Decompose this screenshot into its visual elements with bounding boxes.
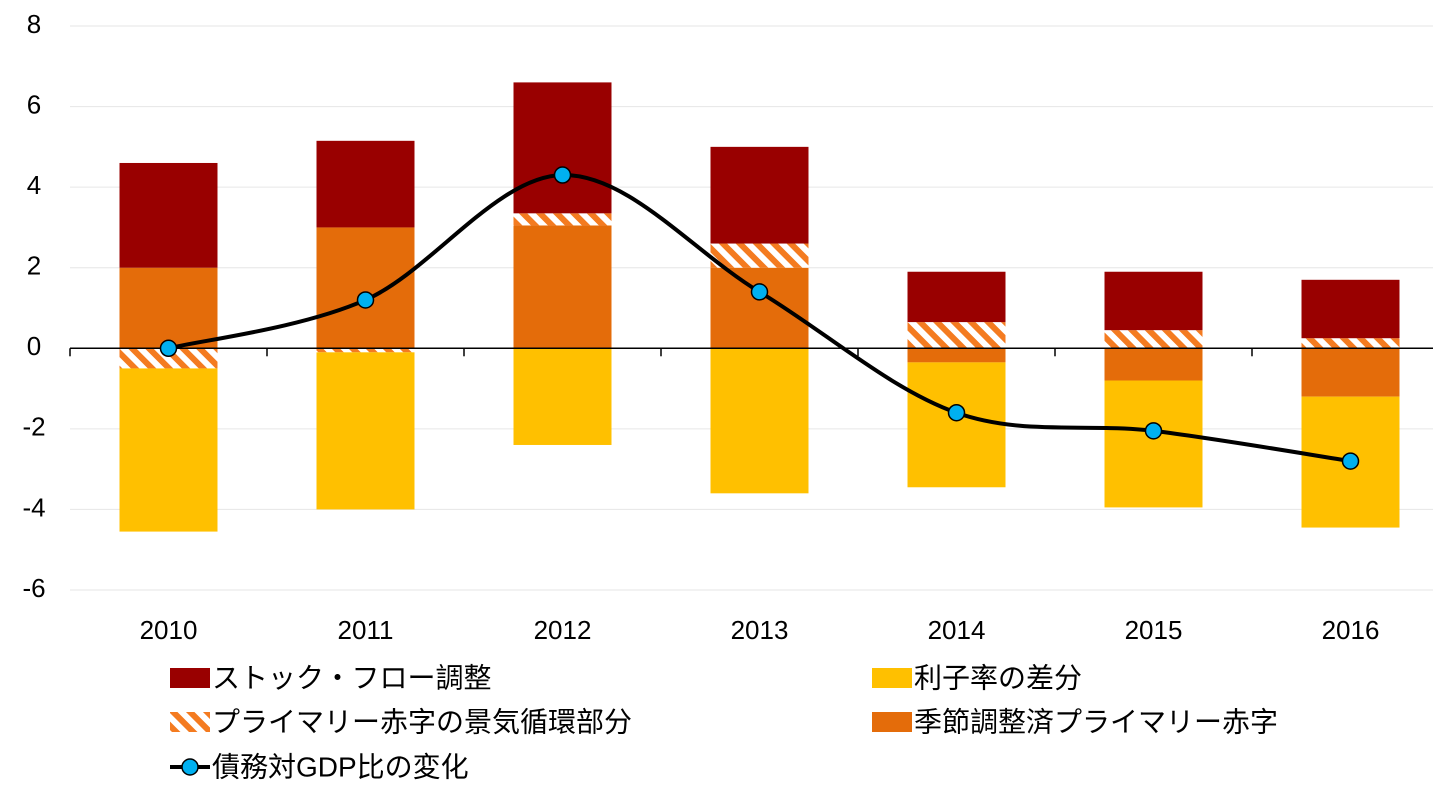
bar	[119, 348, 218, 369]
bar	[316, 348, 415, 353]
bar	[1104, 380, 1203, 508]
bar	[710, 348, 809, 494]
bar	[710, 267, 809, 349]
legend-swatch	[181, 758, 199, 776]
marker	[1144, 422, 1163, 440]
legend-label: ストック・フロー調整	[212, 662, 491, 693]
legend-swatch	[872, 712, 912, 732]
y-tick-label: 4	[27, 170, 41, 200]
x-tick-label: 2011	[338, 615, 394, 645]
marker	[947, 403, 966, 422]
bar	[710, 243, 809, 268]
marker	[356, 291, 375, 309]
bar	[119, 368, 218, 532]
bar	[1104, 271, 1203, 331]
bar	[513, 348, 612, 445]
marker	[750, 283, 769, 301]
legend-swatch	[170, 668, 210, 688]
y-tick-label: 6	[27, 89, 41, 119]
x-tick-label: 2012	[534, 615, 592, 645]
bar	[513, 213, 612, 226]
bar	[1301, 338, 1400, 349]
y-tick-label: 8	[27, 9, 41, 39]
bar	[907, 271, 1006, 323]
bar	[513, 82, 612, 214]
x-tick-label: 2016	[1322, 615, 1380, 645]
y-tick-label: -2	[22, 412, 45, 442]
bar	[119, 162, 218, 268]
y-tick-label: 2	[27, 251, 41, 281]
x-tick-label: 2010	[140, 615, 198, 645]
marker	[553, 166, 572, 184]
bar	[1301, 279, 1400, 339]
bar	[316, 140, 415, 228]
bar	[1301, 348, 1400, 397]
legend-label: 利子率の差分	[914, 662, 1082, 693]
y-tick-label: -6	[22, 573, 45, 603]
bar	[907, 362, 1006, 488]
x-tick-label: 2015	[1125, 615, 1183, 645]
legend-label: 季節調整済プライマリー赤字	[914, 706, 1278, 737]
bar	[316, 227, 415, 349]
y-tick-label: -4	[22, 492, 45, 522]
x-tick-label: 2014	[928, 615, 986, 645]
bar	[1104, 348, 1203, 381]
x-tick-label: 2013	[731, 615, 789, 645]
bar	[119, 267, 218, 349]
legend-label: プライマリー赤字の景気循環部分	[212, 706, 632, 737]
bar	[710, 146, 809, 244]
bar	[513, 225, 612, 349]
legend-swatch	[872, 668, 912, 688]
bar	[907, 348, 1006, 363]
bar	[316, 352, 415, 510]
legend-swatch	[170, 712, 210, 732]
bar	[1104, 330, 1203, 349]
marker	[1341, 452, 1360, 470]
marker	[159, 339, 178, 358]
y-tick-label: 0	[27, 331, 41, 361]
bar	[907, 322, 1006, 349]
legend-label: 債務対GDP比の変化	[212, 751, 469, 782]
